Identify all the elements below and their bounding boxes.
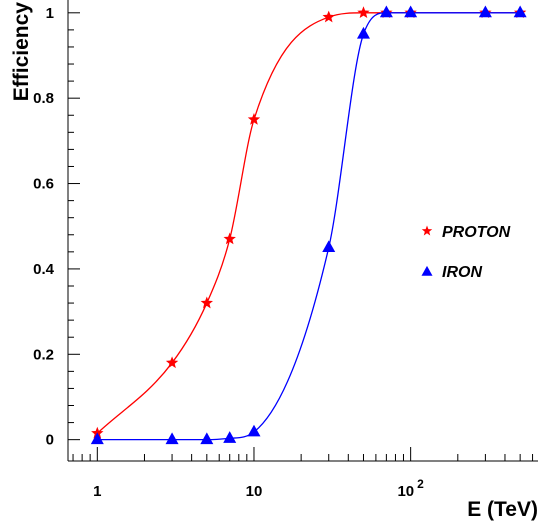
axis-ticks [68,12,534,461]
y-tick-label: 0 [46,432,54,449]
iron-data-point [513,5,527,18]
legend: PROTON IRON [421,224,511,281]
x-tick-exponent: 2 [417,477,424,491]
iron-data-point [379,5,393,18]
legend-label-iron: IRON [442,264,482,281]
tick-labels: 0 0.2 0.4 0.6 0.8 1 1 10 10 2 [33,5,424,500]
x-tick-label: 1 [93,483,101,500]
iron-data-point [322,240,336,253]
iron-data-point [247,424,261,437]
iron-data-point [200,432,214,445]
legend-marker-iron [421,265,433,276]
x-axis-title: E (TeV) [467,498,538,521]
proton-data-point [322,10,335,23]
y-tick-label: 0.8 [33,90,54,107]
y-tick-label: 1 [46,5,54,22]
proton-data-point [357,6,370,19]
iron-data-point [223,431,237,443]
legend-marker-proton [421,225,433,236]
proton-data-point [200,296,213,309]
proton-data-point [223,232,236,245]
proton-data-point [165,356,179,369]
y-tick-label: 0.2 [33,346,54,363]
x-tick-label: 10 [246,483,263,500]
y-tick-label: 0.6 [33,176,54,193]
proton-data-point [247,113,261,125]
iron-data-point [356,26,370,39]
iron-data-point [90,432,104,445]
iron-data-point [165,432,179,445]
iron-data-point [404,5,418,18]
y-axis-title: Efficiency [10,2,33,102]
legend-label-proton: PROTON [442,224,511,241]
iron-data-point [478,5,492,18]
x-tick-label: 10 2 [397,477,424,500]
y-tick-label: 0.4 [33,261,55,278]
data-markers [90,5,527,445]
